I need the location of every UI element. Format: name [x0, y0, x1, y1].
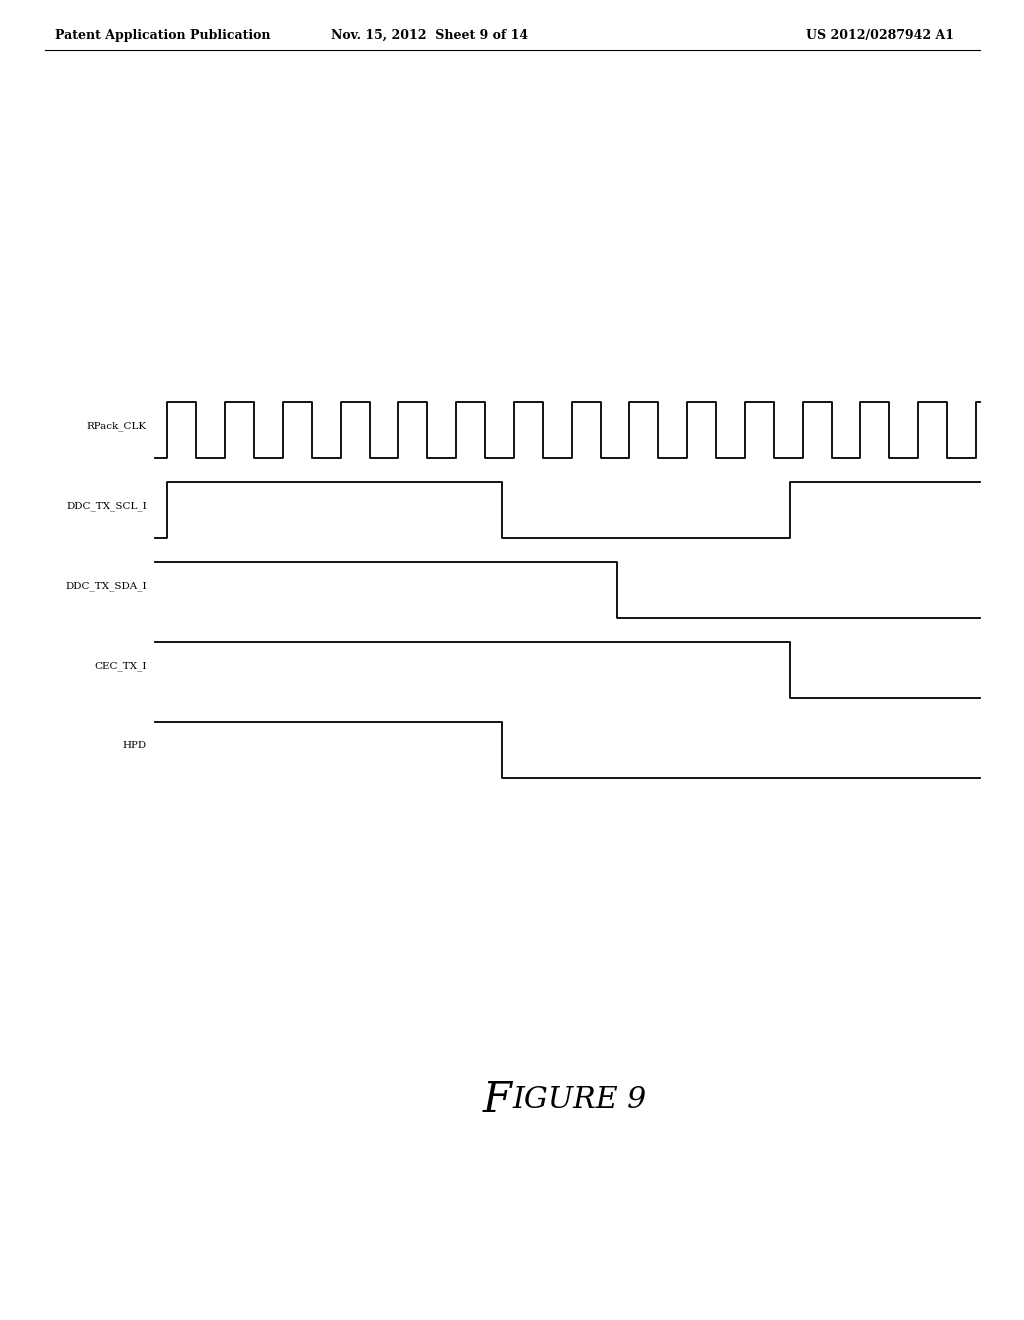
Text: IGURE 9: IGURE 9: [512, 1086, 646, 1114]
Text: US 2012/0287942 A1: US 2012/0287942 A1: [806, 29, 954, 41]
Text: Patent Application Publication: Patent Application Publication: [55, 29, 270, 41]
Text: RPack_CLK: RPack_CLK: [87, 421, 147, 430]
Text: HPD: HPD: [123, 742, 147, 751]
Text: Nov. 15, 2012  Sheet 9 of 14: Nov. 15, 2012 Sheet 9 of 14: [332, 29, 528, 41]
Text: DDC_TX_SDA_I: DDC_TX_SDA_I: [66, 581, 147, 591]
Text: DDC_TX_SCL_I: DDC_TX_SCL_I: [67, 502, 147, 511]
Text: CEC_TX_I: CEC_TX_I: [94, 661, 147, 671]
Text: F: F: [483, 1078, 512, 1121]
